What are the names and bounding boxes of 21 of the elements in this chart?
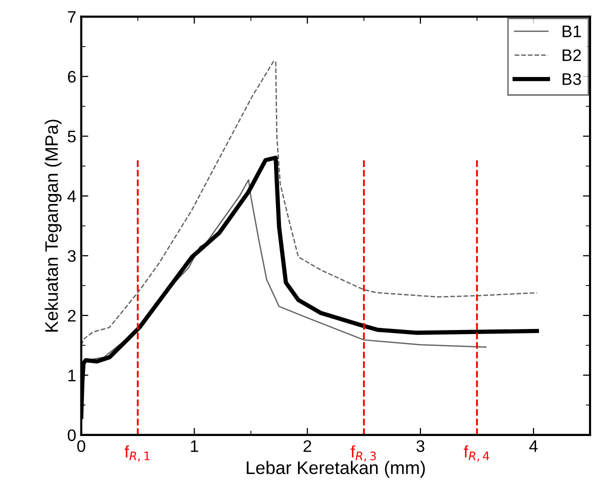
x-tick-label: 3 — [416, 440, 424, 452]
ref-line-label: f$_{R,4}$ — [464, 445, 490, 462]
y-tick-label: 1 — [68, 370, 76, 382]
y-tick-label: 4 — [67, 190, 76, 202]
y-tick-label: 2 — [68, 310, 76, 322]
x-tick-label: 1 — [190, 440, 198, 452]
x-axis-title: Lebar Keretakan (mm) — [246, 460, 425, 478]
y-tick-label: 3 — [68, 250, 76, 262]
legend-label: B3 — [562, 73, 581, 86]
x-tick-label: 2 — [304, 440, 312, 452]
ref-line-label: f$_{R,1}$ — [124, 445, 150, 462]
x-tick-label: 0 — [77, 440, 86, 452]
legend-label: B1 — [562, 26, 581, 38]
y-tick-label: 5 — [68, 130, 76, 142]
y-tick-label: 0 — [68, 429, 76, 442]
y-tick-label: 7 — [68, 11, 76, 23]
ref-line-label: f$_{R,3}$ — [350, 445, 376, 462]
y-axis-title: Kekuatan Tegangan (MPa) — [44, 120, 62, 332]
legend-label: B2 — [562, 49, 581, 62]
x-tick-label: 4 — [529, 440, 538, 452]
y-tick-label: 6 — [68, 70, 76, 83]
